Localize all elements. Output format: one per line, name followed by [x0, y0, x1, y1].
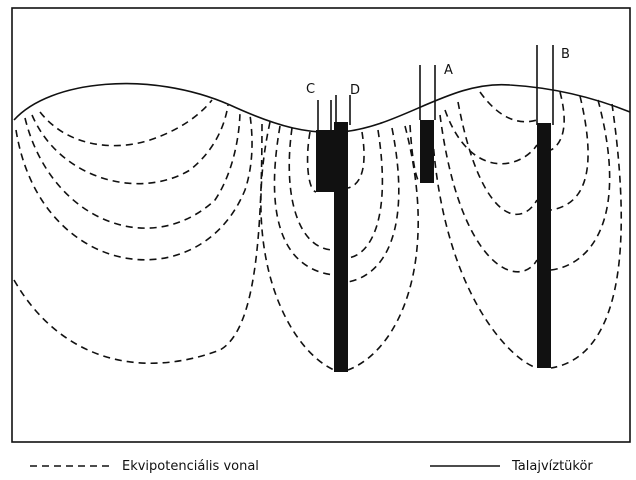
equipotential-lines — [13, 91, 623, 371]
well-label: A — [444, 63, 453, 78]
well-a-screen — [420, 120, 434, 183]
well-label: D — [350, 83, 360, 98]
well-d-screen — [334, 122, 348, 372]
well-label: C — [306, 82, 315, 97]
well-label: B — [561, 47, 570, 62]
legend-label: Talajvíztükör — [511, 459, 593, 474]
legend-label: Ekvipotenciális vonal — [122, 459, 259, 474]
well-b-screen — [537, 123, 551, 368]
well-c-screen — [316, 130, 335, 192]
wells — [316, 45, 554, 372]
frame — [11, 7, 631, 443]
